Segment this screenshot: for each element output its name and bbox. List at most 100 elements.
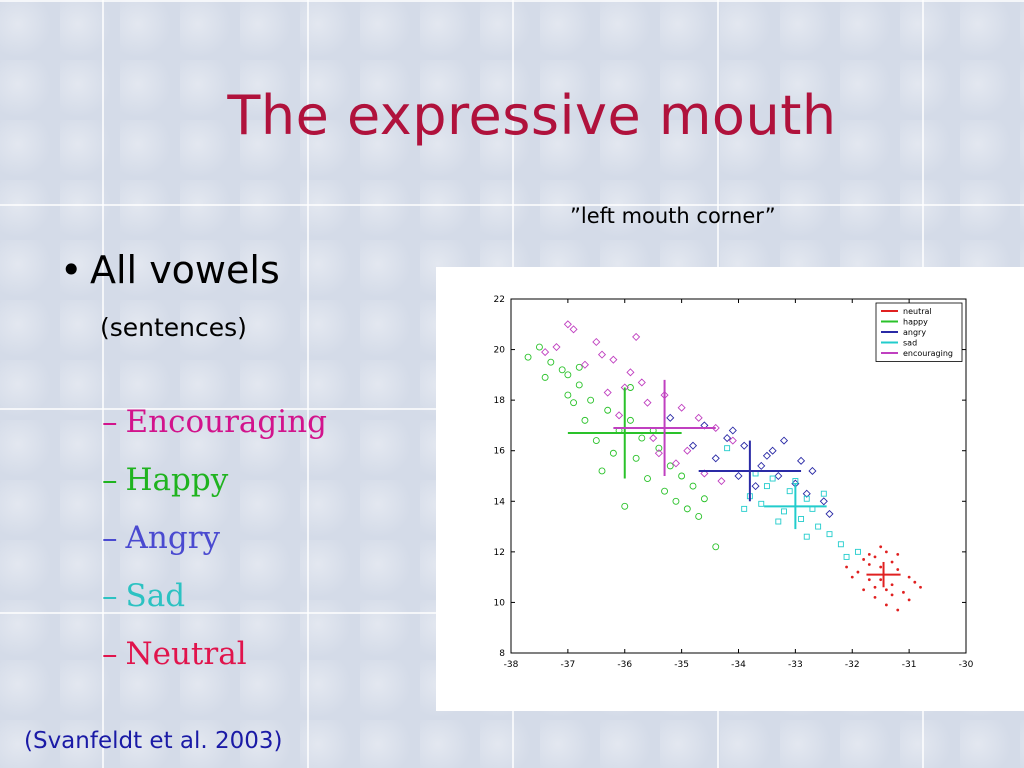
plot-points (524, 320, 922, 612)
x-tick-label: -31 (902, 660, 917, 670)
x-tick-label: -37 (561, 660, 576, 670)
point-neutral (856, 570, 860, 574)
emotion-item-sad: – Sad (102, 578, 185, 614)
point-sad (741, 505, 748, 512)
legend-label-neutral: neutral (903, 307, 932, 316)
point-angry (774, 471, 783, 481)
bullet-all-vowels: • All vowels (60, 248, 280, 292)
emotion-label: Encouraging (125, 404, 327, 440)
point-neutral (907, 575, 911, 579)
point-happy (564, 371, 572, 379)
point-neutral (845, 565, 848, 569)
plot-ticks: -38 -37 -36 -35 -34 -33 -32 -31 -30 8 10 12 14 16 18 20… (494, 295, 974, 670)
point-happy (604, 406, 612, 414)
x-tick-label: -35 (674, 660, 689, 670)
emotion-dash: – (102, 462, 118, 498)
emotion-item-angry: – Angry (102, 520, 220, 556)
x-tick-label: -32 (845, 660, 860, 670)
plot-panel: -38 -37 -36 -35 -34 -33 -32 -31 -30 8 10 12 14 16 18 20… (436, 267, 1024, 711)
point-sad (781, 508, 787, 515)
point-happy (666, 462, 674, 470)
point-encouraging (609, 355, 618, 364)
plot-caption: ”left mouth corner” (570, 204, 776, 228)
point-angry (779, 436, 789, 445)
scatter-plot: -38 -37 -36 -35 -34 -33 -32 -31 -30 8 10 12 14 16 18 20… (494, 295, 974, 670)
emotion-label: Happy (125, 462, 229, 498)
point-neutral (884, 550, 888, 554)
point-neutral (879, 565, 883, 569)
point-happy (609, 449, 617, 457)
y-tick-label: 22 (494, 295, 505, 305)
point-angry (808, 466, 817, 475)
point-encouraging (615, 411, 624, 420)
point-angry (762, 451, 771, 460)
point-sad (769, 475, 776, 482)
point-angry (751, 482, 760, 491)
point-happy (672, 497, 680, 505)
legend-label-angry: angry (903, 328, 926, 337)
y-tick-label: 10 (494, 598, 506, 608)
point-encouraging (626, 368, 635, 377)
point-angry (734, 471, 743, 481)
legend-label-encouraging: encouraging (903, 349, 953, 358)
point-neutral (890, 583, 894, 587)
point-neutral (884, 588, 888, 592)
point-happy (570, 399, 578, 407)
point-happy (678, 472, 686, 480)
x-tick-label: -34 (731, 660, 746, 670)
point-sad (724, 445, 731, 452)
point-happy (632, 454, 640, 462)
point-happy (575, 363, 583, 371)
point-encouraging (597, 350, 607, 359)
y-tick-label: 12 (494, 548, 505, 558)
point-angry (819, 497, 828, 506)
point-neutral (873, 555, 877, 559)
point-neutral (884, 603, 888, 607)
point-neutral (907, 598, 911, 602)
emotion-dash: – (102, 578, 118, 614)
plot-mean-crosses (567, 379, 901, 588)
point-sad (815, 523, 822, 530)
point-encouraging (717, 477, 726, 486)
point-happy (587, 396, 595, 404)
slide-title: The expressive mouth (227, 84, 837, 147)
point-encouraging (603, 388, 612, 397)
bullet-text: All vowels (90, 248, 280, 292)
bullet-marker: • (60, 248, 83, 292)
point-neutral (896, 568, 900, 571)
emotion-dash: – (102, 404, 118, 440)
point-angry (728, 426, 737, 435)
point-encouraging (671, 459, 680, 468)
citation: (Svanfeldt et al. 2003) (24, 728, 283, 754)
point-neutral (867, 563, 871, 566)
point-sad (826, 531, 833, 538)
point-happy (564, 391, 572, 399)
point-angry (757, 461, 766, 470)
point-angry (802, 489, 811, 498)
point-happy (644, 475, 651, 482)
point-encouraging (552, 343, 561, 352)
emotion-item-neutral: – Neutral (102, 636, 247, 672)
point-neutral (879, 545, 883, 549)
point-neutral (919, 585, 922, 589)
point-happy (683, 505, 691, 513)
point-happy (535, 343, 543, 351)
point-neutral (862, 588, 866, 592)
point-encouraging (643, 398, 652, 407)
point-encouraging (700, 469, 709, 478)
legend-label-happy: happy (903, 318, 928, 327)
y-tick-label: 14 (494, 497, 506, 507)
point-angry (825, 509, 834, 518)
point-sad (763, 483, 770, 490)
point-neutral (873, 585, 877, 589)
x-tick-label: -38 (504, 660, 519, 670)
point-encouraging (592, 337, 601, 347)
x-tick-label: -36 (617, 660, 632, 670)
point-angry (797, 456, 806, 465)
point-encouraging (563, 320, 572, 329)
y-tick-label: 18 (494, 396, 506, 406)
point-happy (598, 467, 606, 475)
point-happy (626, 384, 634, 391)
y-tick-label: 20 (494, 346, 506, 356)
point-sad (758, 500, 765, 507)
